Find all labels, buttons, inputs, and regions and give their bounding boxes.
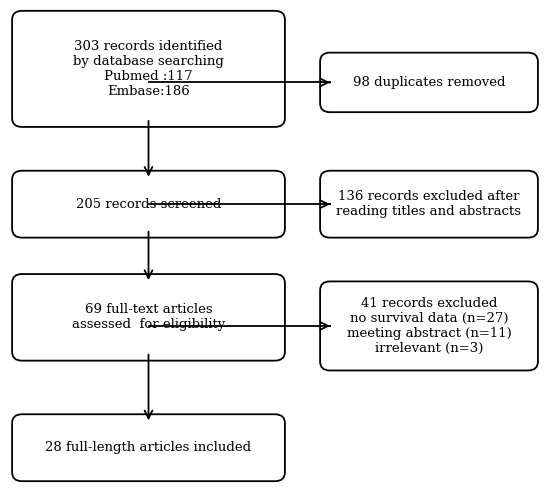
FancyBboxPatch shape bbox=[12, 11, 285, 127]
Text: 303 records identified
by database searching
Pubmed :117
Embase:186: 303 records identified by database searc… bbox=[73, 40, 224, 98]
FancyBboxPatch shape bbox=[320, 53, 538, 112]
Text: 205 records screened: 205 records screened bbox=[76, 198, 221, 211]
Text: 41 records excluded
no survival data (n=27)
meeting abstract (n=11)
irrelevant (: 41 records excluded no survival data (n=… bbox=[346, 297, 512, 355]
FancyBboxPatch shape bbox=[12, 414, 285, 481]
FancyBboxPatch shape bbox=[12, 274, 285, 361]
Text: 98 duplicates removed: 98 duplicates removed bbox=[353, 76, 505, 89]
Text: 136 records excluded after
reading titles and abstracts: 136 records excluded after reading title… bbox=[337, 190, 521, 218]
FancyBboxPatch shape bbox=[12, 171, 285, 238]
FancyBboxPatch shape bbox=[320, 281, 538, 370]
Text: 28 full-length articles included: 28 full-length articles included bbox=[46, 441, 251, 454]
Text: 69 full-text articles
assessed  for eligibility: 69 full-text articles assessed for eligi… bbox=[72, 304, 225, 331]
FancyBboxPatch shape bbox=[320, 171, 538, 238]
